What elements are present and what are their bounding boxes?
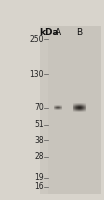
- Text: 130: 130: [30, 70, 44, 79]
- Text: A: A: [55, 28, 61, 37]
- Text: 19: 19: [35, 173, 44, 182]
- Text: kDa: kDa: [40, 28, 59, 37]
- Text: 51: 51: [35, 120, 44, 129]
- Text: 70: 70: [34, 103, 44, 112]
- FancyBboxPatch shape: [48, 26, 101, 194]
- Text: 16: 16: [35, 182, 44, 191]
- Text: 28: 28: [35, 152, 44, 161]
- Text: B: B: [76, 28, 82, 37]
- Text: 250: 250: [30, 35, 44, 44]
- Text: 38: 38: [35, 136, 44, 145]
